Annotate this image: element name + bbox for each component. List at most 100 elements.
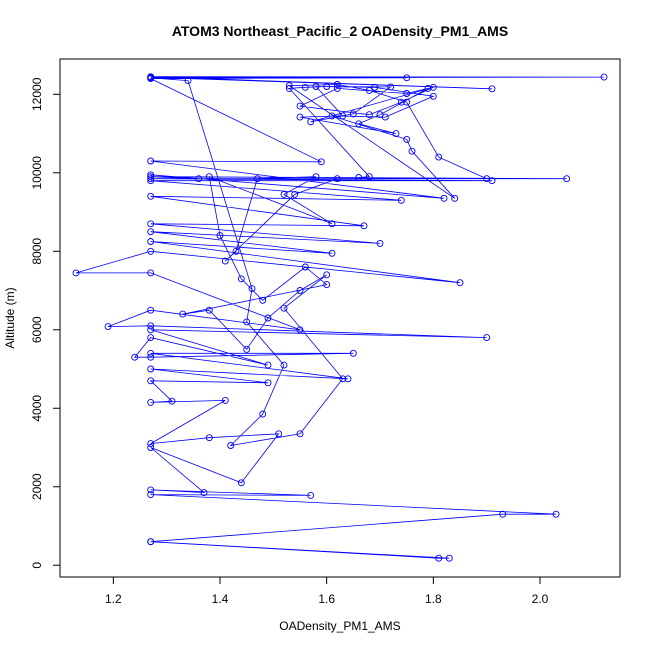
data-point-117	[403, 135, 411, 143]
data-point-18	[147, 377, 155, 385]
data-point-21	[344, 375, 352, 383]
data-point-86	[312, 173, 320, 181]
data-point-104	[333, 84, 341, 92]
data-point-55	[317, 158, 325, 166]
data-point-39	[328, 249, 336, 257]
data-point-11	[237, 479, 245, 487]
data-point-79	[301, 263, 309, 271]
data-point-27	[264, 361, 272, 369]
data-point-20	[147, 365, 155, 373]
data-point-1	[435, 554, 443, 562]
data-point-98	[349, 110, 357, 118]
data-point-106	[424, 84, 432, 92]
y-tick-label-0: 0	[30, 562, 44, 569]
data-point-116	[328, 112, 336, 120]
data-point-112	[312, 83, 320, 90]
data-point-51	[195, 175, 203, 183]
x-axis: 1.2 1.4 1.6 1.8 2.0	[105, 576, 549, 606]
data-point-38	[147, 238, 155, 245]
y-tick-label-3: 6000	[30, 316, 44, 343]
data-point-52	[147, 171, 155, 179]
data-point-100	[429, 83, 437, 91]
data-point-13	[205, 434, 213, 442]
data-point-57	[403, 74, 411, 82]
data-point-125	[483, 175, 491, 183]
data-point-30	[147, 322, 155, 330]
data-point-95	[301, 83, 309, 91]
data-point-26	[147, 334, 155, 342]
data-point-23	[349, 349, 357, 357]
data-point-28	[147, 326, 155, 334]
x-tick-label-3: 1.8	[425, 592, 442, 606]
data-point-74	[264, 314, 272, 322]
data-point-93	[365, 173, 373, 181]
data-point-9	[200, 489, 208, 497]
data-point-63	[184, 77, 192, 85]
x-tick-label-0: 1.2	[105, 592, 122, 606]
data-point-50	[147, 173, 155, 181]
data-point-59	[488, 85, 496, 93]
chart-title: ATOM3 Northeast_Pacific_2 OADensity_PM1_…	[172, 23, 508, 39]
data-point-42	[147, 220, 155, 228]
data-point-99	[307, 118, 315, 126]
data-point-122	[365, 86, 373, 94]
data-point-41	[376, 239, 384, 247]
data-point-43	[360, 222, 368, 230]
y-tick-label-5: 10000	[30, 156, 44, 190]
data-point-110	[296, 113, 304, 121]
data-point-7	[307, 491, 315, 499]
data-point-2	[445, 554, 453, 562]
data-point-54	[147, 157, 155, 165]
x-tick-label-2: 1.6	[318, 592, 335, 606]
data-point-96	[323, 83, 331, 90]
data-point-97	[387, 83, 395, 91]
data-point-119	[451, 194, 459, 202]
data-point-70	[339, 375, 347, 383]
data-point-6	[147, 491, 155, 499]
data-point-76	[205, 306, 213, 314]
data-point-29	[483, 334, 491, 342]
data-point-49	[563, 175, 571, 183]
data-point-15	[221, 396, 229, 404]
data-point-94	[285, 84, 293, 92]
y-tick-label-6: 12000	[30, 77, 44, 111]
data-point-108	[355, 120, 363, 128]
data-point-25	[131, 353, 139, 361]
y-axis: 0 2000 4000 6000 8000 10000 12000	[30, 77, 61, 569]
data-point-31	[104, 323, 112, 331]
data-layer	[72, 73, 608, 562]
data-point-78	[323, 281, 331, 289]
data-point-87	[253, 175, 261, 183]
data-point-14	[147, 440, 155, 448]
series-line	[75, 76, 605, 559]
data-point-84	[328, 220, 336, 228]
data-point-73	[296, 287, 304, 294]
data-point-90	[291, 190, 299, 198]
data-point-123	[403, 98, 411, 106]
data-point-37	[456, 279, 464, 287]
data-point-83	[205, 173, 213, 181]
data-point-71	[280, 304, 288, 312]
x-tick-label-1: 1.4	[212, 592, 229, 606]
data-point-62	[147, 74, 155, 82]
data-point-121	[333, 81, 341, 88]
data-point-120	[285, 82, 293, 90]
data-point-65	[243, 318, 251, 326]
data-point-17	[168, 397, 176, 405]
data-point-36	[147, 247, 155, 255]
data-point-72	[323, 271, 331, 279]
data-point-4	[499, 510, 507, 518]
data-point-82	[216, 232, 224, 240]
data-point-8	[147, 486, 155, 494]
data-point-85	[280, 190, 288, 198]
data-point-12	[275, 430, 283, 438]
data-point-19	[264, 379, 272, 387]
data-point-88	[232, 247, 240, 255]
data-point-103	[296, 102, 304, 110]
data-point-67	[259, 410, 267, 418]
data-point-16	[147, 398, 155, 406]
data-point-32	[147, 306, 155, 314]
data-point-44	[147, 192, 155, 200]
x-tick-label-4: 2.0	[532, 592, 549, 606]
